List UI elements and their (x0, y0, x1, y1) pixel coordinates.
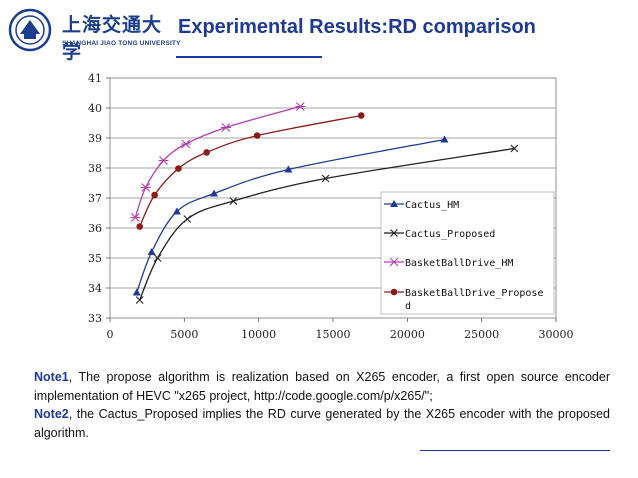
y-tick-label: 38 (88, 162, 102, 175)
x-tick-label: 15000 (316, 328, 351, 341)
slide-title: Experimental Results:RD comparison (178, 16, 536, 38)
series-point-1 (321, 174, 330, 183)
logo-english-text: SHANGHAI JIAO TONG UNIVERSITY (62, 40, 181, 47)
footer-rule (420, 450, 610, 451)
note-1: Note1, The propose algorithm is realizat… (34, 368, 610, 405)
series-point-1 (135, 296, 144, 304)
series-point-0 (147, 248, 156, 255)
note-1-label: Note1 (34, 370, 69, 384)
logo-chinese-text: 上海交通大学 (62, 14, 163, 63)
series-point-2 (130, 213, 141, 222)
rd-comparison-chart: 33 34 35 36 37 38 39 40 41 0 5000 10000 15000 20000 25… (88, 72, 574, 341)
legend-swatch-marker (390, 288, 398, 296)
y-tick-label: 33 (88, 312, 102, 325)
x-tick-label: 30000 (539, 328, 574, 341)
x-tick-label: 20000 (390, 328, 425, 341)
series-point-0 (210, 189, 219, 197)
series-point-1 (183, 215, 192, 223)
series-point-0 (440, 135, 449, 143)
series-point-2 (180, 139, 191, 149)
legend-swatch-marker (390, 200, 398, 207)
series-point-1 (153, 254, 162, 262)
note-1-text: , The propose algorithm is realization b… (34, 370, 610, 403)
series-point-3 (203, 149, 210, 156)
legend-box (380, 191, 555, 315)
title-underline (176, 56, 322, 58)
y-tick-label: 34 (88, 282, 102, 295)
series-point-2 (220, 123, 231, 132)
series-point-2 (140, 183, 151, 192)
series-point-0 (132, 288, 141, 296)
legend-label: Cactus_Proposed (405, 229, 495, 240)
y-tick-label: 37 (88, 192, 102, 205)
series-point-2 (295, 102, 306, 111)
series-point-3 (357, 112, 365, 119)
series-point-0 (284, 165, 293, 173)
x-tick-label: 25000 (464, 328, 499, 341)
note-2: Note2, the Cactus_Proposed implies the R… (34, 405, 610, 442)
x-tick-label: 5000 (170, 328, 198, 341)
series-point-3 (136, 223, 144, 230)
series-point-3 (253, 132, 261, 139)
university-seal-icon (8, 8, 52, 52)
legend-label: BasketBallDrive_Propose (405, 288, 543, 299)
legend-swatch-marker (390, 229, 398, 237)
note-2-text: , the Cactus_Proposed implies the RD cur… (34, 407, 610, 440)
legend-swatch-marker (389, 257, 399, 267)
series-point-1 (510, 144, 519, 153)
series-line-2 (134, 105, 301, 218)
y-tick-label: 35 (88, 252, 102, 265)
y-tick-label: 36 (88, 222, 102, 235)
series-point-0 (172, 207, 181, 215)
legend-label: Cactus_HM (405, 200, 459, 211)
series-line-3 (139, 114, 362, 227)
x-tick-label: 10000 (241, 328, 276, 341)
series-point-1 (229, 197, 238, 205)
series-point-2 (158, 156, 169, 165)
y-tick-label: 39 (88, 132, 102, 145)
note-2-label: Note2 (34, 407, 69, 421)
university-logo: 上海交通大学 SHANGHAI JIAO TONG UNIVERSITY (6, 6, 181, 63)
notes-block: Note1, The propose algorithm is realizat… (34, 368, 610, 442)
series-point-3 (151, 191, 158, 199)
y-tick-label: 40 (88, 102, 102, 115)
legend-label: d (405, 301, 411, 312)
y-tick-label: 41 (88, 72, 102, 85)
legend-label: BasketBallDrive_HM (405, 258, 513, 269)
x-tick-label: 0 (107, 328, 114, 341)
series-point-3 (175, 165, 182, 172)
